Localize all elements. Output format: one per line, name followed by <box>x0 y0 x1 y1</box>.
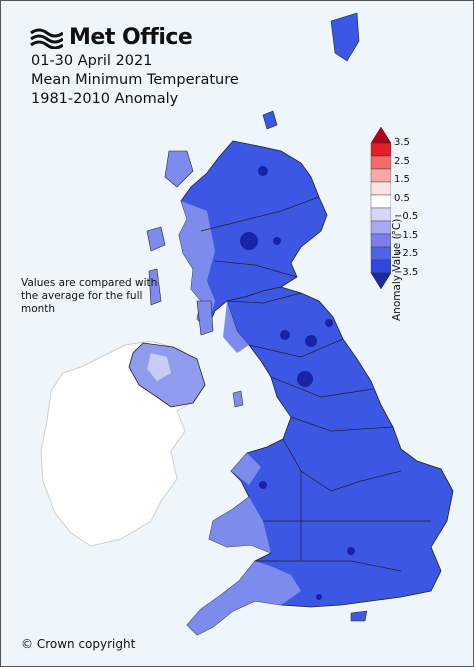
scotland-boundaries <box>200 196 320 278</box>
wales-west-mild <box>209 453 271 553</box>
cold-spot-north-york <box>325 319 333 327</box>
isle-of-wight <box>350 610 368 622</box>
northwest-coast-mild <box>223 301 249 353</box>
legend-tick-label: 3.5 <box>394 137 410 148</box>
legend-colorbar <box>370 126 391 290</box>
cold-spot-pennines <box>305 335 317 347</box>
legend-tick-label: −0.5 <box>394 211 419 223</box>
met-office-waves-logo <box>30 28 63 49</box>
legend-tick-label: 1.5 <box>394 174 410 186</box>
legend-arrow-low <box>370 272 391 290</box>
cold-spot-tay <box>273 237 281 245</box>
map-title-baseline: 1981-2010 Anomaly <box>31 91 179 107</box>
legend-tick-label: −2.5 <box>394 248 419 260</box>
cold-spot-midlands <box>347 547 355 555</box>
legend-band <box>370 194 391 209</box>
map-title-variable: Mean Minimum Temperature <box>31 72 239 88</box>
legend-tick-label: 2.5 <box>394 155 410 167</box>
legend-tick-label: −1.5 <box>394 229 419 241</box>
legend-band <box>370 207 391 222</box>
legend-axis-label: Anomaly Value (°C) <box>391 218 403 321</box>
legend-tick-label: −3.5 <box>394 267 419 278</box>
legend-band <box>370 246 391 261</box>
regional-boundaries <box>226 292 431 572</box>
cold-spot-highland <box>258 166 268 176</box>
cold-spot-grampian <box>240 232 258 250</box>
legend-band <box>370 168 391 183</box>
met-office-brand: Met Office <box>29 25 193 50</box>
anomaly-legend: 3.5 2.5 1.5 0.5 −0.5 −1.5 −2.5 −3.5 Anomaly Val… <box>361 125 451 321</box>
comparison-note: Values are compared with the average for… <box>21 277 158 315</box>
legend-band <box>370 181 391 196</box>
legend-arrow-high <box>370 126 391 144</box>
cold-spot-yorkshire <box>297 371 313 387</box>
cold-spot-lake-district <box>280 330 290 340</box>
map-title-date: 01-30 April 2021 <box>31 53 153 69</box>
legend-tick-label: 0.5 <box>394 192 410 204</box>
copyright-notice: © Crown copyright <box>21 637 136 651</box>
cold-spot-cotswold <box>259 481 267 489</box>
legend-band <box>370 233 391 248</box>
cold-spot-south <box>316 594 322 600</box>
isle-of-man <box>232 390 244 408</box>
northern-ireland-light-area <box>147 353 171 381</box>
scotland-islands <box>146 150 214 336</box>
scotland-west-coast-mild <box>179 201 215 329</box>
brand-name: Met Office <box>69 25 193 50</box>
orkney-shetland <box>262 12 360 130</box>
legend-band <box>370 220 391 235</box>
legend-band <box>370 155 391 170</box>
legend-band <box>370 142 391 157</box>
legend-band <box>370 259 391 274</box>
southwest-mild <box>187 561 301 635</box>
